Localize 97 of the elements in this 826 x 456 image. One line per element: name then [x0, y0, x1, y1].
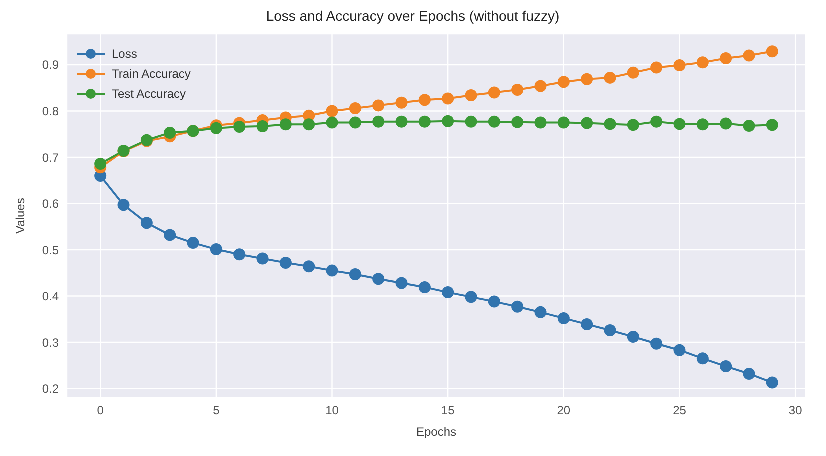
point	[396, 96, 408, 109]
point	[558, 312, 570, 324]
point	[303, 118, 316, 131]
point	[256, 252, 269, 265]
point	[303, 260, 316, 273]
point	[442, 286, 454, 299]
point	[488, 86, 500, 99]
x-axis-title: Epochs	[416, 425, 457, 439]
y-tick-label: 0.2	[42, 382, 60, 396]
point	[349, 268, 362, 281]
point	[512, 300, 524, 313]
point	[94, 158, 107, 170]
point	[720, 118, 732, 130]
y-tick-label: 0.3	[42, 336, 60, 350]
point	[581, 318, 594, 330]
point	[418, 94, 431, 106]
point	[326, 105, 338, 118]
point	[604, 72, 616, 84]
point	[743, 50, 756, 62]
point	[558, 76, 570, 88]
point	[743, 368, 756, 380]
x-tick-label: 30	[788, 404, 803, 418]
point	[442, 115, 454, 128]
point	[581, 73, 594, 86]
point	[234, 248, 246, 261]
y-tick-label: 0.4	[42, 290, 60, 304]
point	[488, 296, 500, 308]
point	[512, 84, 524, 96]
y-tick-label: 0.5	[42, 243, 60, 258]
point	[743, 120, 756, 132]
point	[326, 116, 338, 129]
y-tick-label: 0.8	[42, 104, 60, 118]
point	[604, 324, 616, 336]
point	[118, 199, 130, 212]
point	[372, 116, 385, 128]
point	[674, 59, 686, 72]
point	[418, 116, 431, 128]
point	[256, 120, 269, 133]
point	[164, 229, 176, 242]
x-tick-label: 20	[557, 404, 571, 418]
point	[442, 92, 454, 105]
point	[674, 118, 686, 130]
x-tick-label: 0	[97, 404, 104, 418]
point	[650, 62, 663, 74]
point	[534, 116, 547, 129]
point	[280, 118, 292, 131]
point	[140, 217, 153, 230]
legend-label: Loss	[112, 46, 138, 63]
point	[372, 273, 385, 286]
point	[396, 277, 408, 290]
point	[488, 116, 500, 128]
x-tick-label: 10	[326, 404, 340, 418]
point	[534, 80, 547, 92]
x-tick-label: 25	[673, 404, 687, 418]
point	[465, 116, 478, 128]
point	[650, 116, 663, 128]
point	[418, 281, 431, 294]
point	[396, 116, 408, 128]
point	[766, 119, 778, 132]
point	[372, 100, 385, 112]
point	[696, 56, 709, 69]
point	[766, 376, 778, 389]
point	[512, 116, 524, 128]
point	[627, 119, 640, 132]
point	[627, 66, 640, 79]
y-tick-label: 0.9	[42, 58, 60, 72]
point	[581, 117, 594, 130]
point	[696, 352, 709, 365]
y-tick-label: 0.7	[42, 150, 60, 165]
point	[349, 116, 362, 129]
point	[674, 344, 686, 356]
point	[534, 306, 547, 318]
point	[210, 244, 222, 256]
y-axis-title: Values	[13, 198, 28, 234]
point	[164, 126, 176, 139]
point	[280, 256, 292, 269]
y-tick-label: 0.6	[42, 197, 60, 212]
legend-label: Test Accuracy	[112, 86, 186, 103]
point	[326, 264, 338, 277]
point	[650, 338, 663, 350]
x-tick-label: 15	[441, 404, 456, 418]
point	[720, 360, 732, 373]
point	[187, 237, 200, 250]
legend-label: Train Accuracy	[112, 66, 191, 83]
point	[465, 90, 478, 102]
point	[210, 122, 222, 134]
point	[604, 118, 616, 130]
point	[349, 102, 362, 114]
point	[465, 291, 478, 304]
point	[234, 120, 246, 133]
point	[766, 46, 778, 58]
x-tick-label: 5	[213, 404, 220, 418]
point	[720, 52, 732, 65]
point	[627, 330, 640, 343]
point	[558, 116, 570, 129]
point	[696, 118, 709, 131]
chart-title: Loss and Accuracy over Epochs (without fuzzy)	[265, 8, 561, 26]
